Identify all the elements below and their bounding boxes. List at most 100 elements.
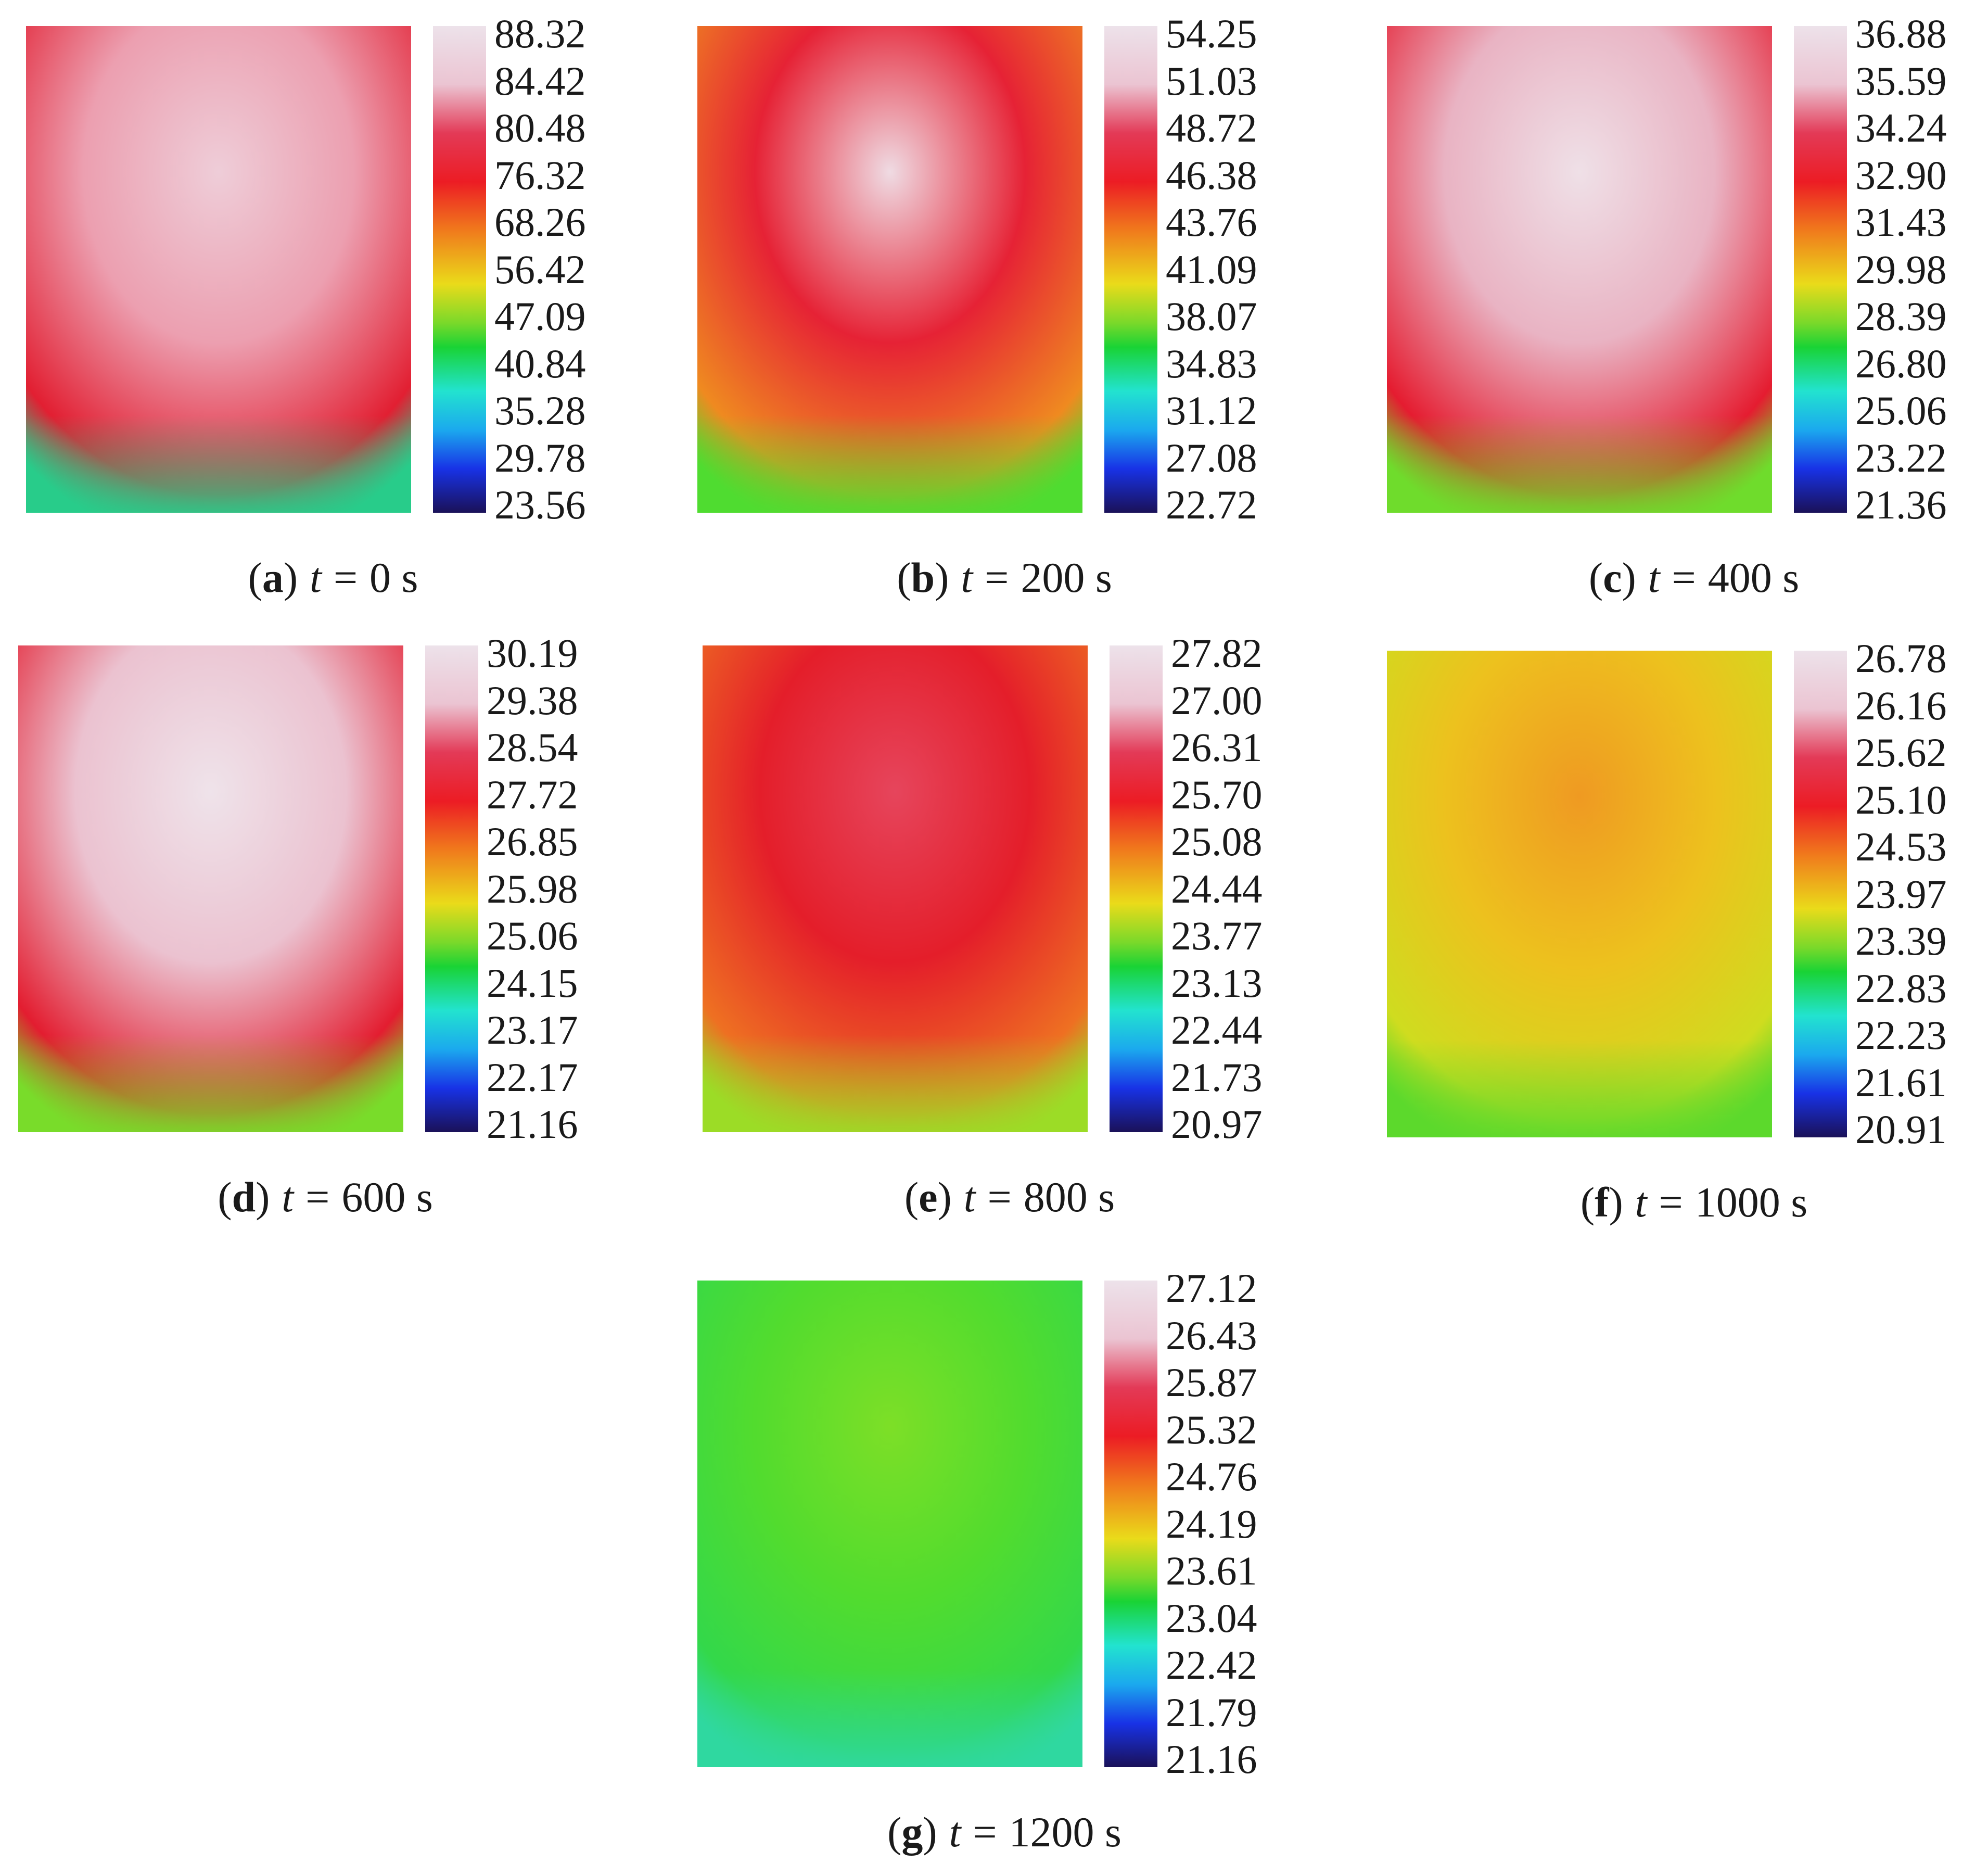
colorbar-tick-label: 24.44	[1171, 866, 1263, 911]
colorbar-ticks-f: 26.78 26.16 25.62 25.10 24.53 23.97 23.39 22.83…	[1855, 635, 1988, 1153]
thermal-bottom-band	[1387, 26, 1772, 513]
colorbar-tick-label: 27.82	[1171, 630, 1263, 676]
colorbar-ticks-e: 27.82 27.00 26.31 25.70 25.08 24.44 23.77 23.13…	[1171, 630, 1327, 1148]
colorbar-a	[433, 26, 486, 513]
colorbar-tick-label: 34.83	[1166, 341, 1257, 386]
colorbar-tick-label: 26.80	[1855, 341, 1947, 386]
colorbar-tick-label: 46.38	[1166, 153, 1257, 198]
colorbar-tick-label: 22.42	[1166, 1642, 1257, 1688]
colorbar-tick-label: 26.85	[487, 819, 578, 864]
colorbar-tick-label: 27.08	[1166, 435, 1257, 480]
caption-time: 1000 s	[1694, 1178, 1808, 1226]
thermal-bottom-band	[697, 1281, 1082, 1767]
colorbar-tick-label: 84.42	[494, 58, 586, 104]
colorbar-tick-label: 24.76	[1166, 1454, 1257, 1499]
thermal-svg	[26, 26, 411, 513]
caption-equals: =	[305, 1173, 330, 1221]
colorbar-tick-label: 26.16	[1855, 683, 1947, 728]
caption-time: 200 s	[1021, 554, 1112, 601]
colorbar-tick-label: 25.62	[1855, 730, 1947, 775]
colorbar-tick-label: 35.28	[494, 388, 586, 433]
thermal-image-f	[1387, 651, 1772, 1137]
colorbar-tick-label: 40.84	[494, 341, 586, 386]
caption-variable: t	[1635, 1178, 1647, 1226]
caption-equals: =	[1659, 1178, 1683, 1226]
colorbar-tick-label: 31.12	[1166, 388, 1257, 433]
thermal-svg	[703, 645, 1088, 1132]
colorbar-tick-label: 23.39	[1855, 918, 1947, 964]
colorbar-tick-label: 22.83	[1855, 966, 1947, 1011]
colorbar-tick-label: 26.31	[1171, 725, 1263, 770]
colorbar-ticks-a: 88.32 84.42 80.48 76.32 68.26 56.42 47.09 40.84…	[494, 10, 651, 528]
colorbar-tick-label: 36.88	[1855, 11, 1947, 56]
colorbar-tick-label: 23.56	[494, 482, 586, 527]
colorbar-tick-label: 54.25	[1166, 11, 1257, 56]
colorbar-tick-label: 25.06	[1855, 388, 1947, 433]
thermal-image-e	[703, 645, 1088, 1132]
thermal-svg	[18, 645, 403, 1132]
thermal-image-c	[1387, 26, 1772, 513]
caption-letter: d	[232, 1173, 256, 1221]
caption-equals: =	[1672, 554, 1696, 601]
caption-time: 0 s	[369, 554, 418, 601]
colorbar-tick-label: 21.36	[1855, 482, 1947, 527]
colorbar-tick-label: 41.09	[1166, 247, 1257, 292]
colorbar-tick-label: 48.72	[1166, 105, 1257, 150]
caption-variable: t	[963, 1173, 976, 1221]
caption-d: (d) t = 600 s	[218, 1173, 433, 1221]
colorbar-tick-label: 20.97	[1171, 1101, 1263, 1147]
thermal-image-a	[26, 26, 411, 513]
caption-variable: t	[310, 554, 322, 601]
caption-b: (b) t = 200 s	[897, 554, 1112, 601]
caption-variable: t	[1648, 554, 1660, 601]
colorbar-tick-label: 23.77	[1171, 913, 1263, 958]
thermal-svg	[1387, 651, 1772, 1137]
caption-c: (c) t = 400 s	[1588, 554, 1800, 601]
colorbar-tick-label: 21.79	[1166, 1690, 1257, 1735]
caption-g: (g) t = 1200 s	[887, 1808, 1122, 1856]
colorbar-tick-label: 21.61	[1855, 1060, 1947, 1105]
colorbar-tick-label: 25.06	[487, 913, 578, 958]
colorbar-tick-label: 25.10	[1855, 777, 1947, 822]
colorbar-f	[1794, 651, 1847, 1137]
colorbar-tick-label: 22.23	[1855, 1012, 1947, 1058]
colorbar-d	[425, 645, 478, 1132]
colorbar-c	[1794, 26, 1847, 513]
colorbar-tick-label: 21.73	[1171, 1055, 1263, 1100]
colorbar-tick-label: 24.53	[1855, 824, 1947, 869]
colorbar-tick-label: 51.03	[1166, 58, 1257, 104]
thermal-bottom-band	[26, 26, 411, 513]
colorbar-tick-label: 25.08	[1171, 819, 1263, 864]
colorbar-tick-label: 29.98	[1855, 247, 1947, 292]
colorbar-tick-label: 31.43	[1855, 199, 1947, 245]
caption-equals: =	[333, 554, 358, 601]
caption-letter: g	[901, 1808, 923, 1856]
colorbar-tick-label: 43.76	[1166, 199, 1257, 245]
caption-letter: b	[911, 554, 935, 601]
thermal-image-g	[697, 1281, 1082, 1767]
caption-f: (f) t = 1000 s	[1580, 1178, 1808, 1226]
colorbar-e	[1110, 645, 1163, 1132]
colorbar-tick-label: 21.16	[1166, 1737, 1257, 1782]
thermal-svg	[697, 26, 1082, 513]
caption-time: 400 s	[1707, 554, 1800, 601]
colorbar-tick-label: 22.17	[487, 1055, 578, 1100]
caption-e: (e) t = 800 s	[904, 1173, 1115, 1221]
colorbar-tick-label: 30.19	[487, 630, 578, 676]
caption-time: 1200 s	[1009, 1808, 1122, 1856]
colorbar-tick-label: 27.12	[1166, 1265, 1257, 1311]
colorbar-tick-label: 27.72	[487, 772, 578, 817]
caption-equals: =	[987, 1173, 1012, 1221]
colorbar-tick-label: 22.44	[1171, 1007, 1263, 1053]
colorbar-tick-label: 20.91	[1855, 1107, 1947, 1152]
colorbar-tick-label: 26.43	[1166, 1313, 1257, 1358]
colorbar-g	[1104, 1281, 1157, 1767]
colorbar-tick-label: 29.38	[487, 678, 578, 723]
colorbar-tick-label: 47.09	[494, 294, 586, 339]
colorbar-tick-label: 23.13	[1171, 960, 1263, 1006]
thermal-bottom-band	[1387, 651, 1772, 1137]
colorbar-tick-label: 80.48	[494, 105, 586, 150]
colorbar-tick-label: 27.00	[1171, 678, 1263, 723]
colorbar-tick-label: 29.78	[494, 435, 586, 480]
